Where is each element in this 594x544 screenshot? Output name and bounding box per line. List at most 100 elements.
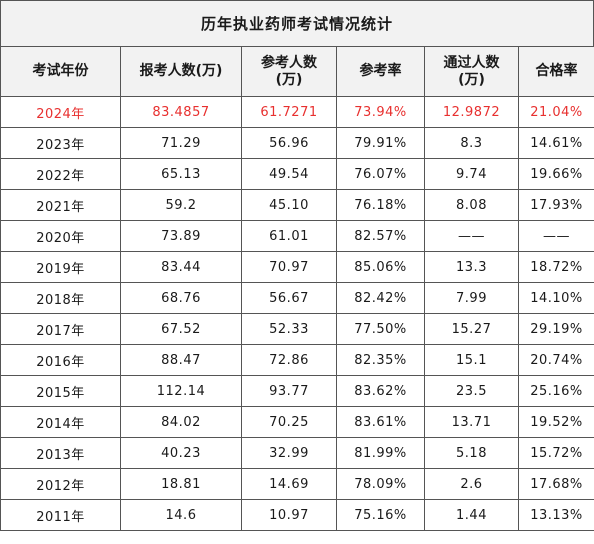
cell-pass-rate: 18.72% [518, 251, 594, 283]
cell-participation-rate: 79.91% [336, 127, 425, 159]
cell-participants: 45.10 [241, 189, 337, 221]
cell-year: 2024年 [0, 96, 121, 128]
table-title: 历年执业药师考试情况统计 [0, 0, 594, 46]
cell-participation-rate: 82.57% [336, 220, 425, 252]
table-row: 2024年 83.4857 61.7271 73.94% 12.9872 21.04% [0, 96, 594, 128]
table-row: 2011年 14.6 10.97 75.16% 1.44 13.13% [0, 499, 594, 531]
cell-passed: 1.44 [424, 499, 519, 531]
header-applicants: 报考人数(万) [120, 46, 242, 97]
cell-pass-rate: 14.61% [518, 127, 594, 159]
header-participation-rate: 参考率 [336, 46, 425, 97]
cell-participation-rate: 77.50% [336, 313, 425, 345]
cell-pass-rate: 19.52% [518, 406, 594, 438]
cell-passed: 8.3 [424, 127, 519, 159]
cell-pass-rate: 21.04% [518, 96, 594, 128]
cell-pass-rate: 29.19% [518, 313, 594, 345]
cell-participation-rate: 83.62% [336, 375, 425, 407]
cell-participants: 52.33 [241, 313, 337, 345]
cell-year: 2020年 [0, 220, 121, 252]
cell-applicants: 112.14 [120, 375, 242, 407]
cell-passed: 2.6 [424, 468, 519, 500]
header-exam-year: 考试年份 [0, 46, 121, 97]
cell-participation-rate: 85.06% [336, 251, 425, 283]
cell-applicants: 18.81 [120, 468, 242, 500]
table-row: 2021年 59.2 45.10 76.18% 8.08 17.93% [0, 189, 594, 221]
cell-participants: 10.97 [241, 499, 337, 531]
cell-pass-rate: 17.93% [518, 189, 594, 221]
cell-participants: 56.96 [241, 127, 337, 159]
table-row: 2013年 40.23 32.99 81.99% 5.18 15.72% [0, 437, 594, 469]
table-row: 2014年 84.02 70.25 83.61% 13.71 19.52% [0, 406, 594, 438]
table-row: 2017年 67.52 52.33 77.50% 15.27 29.19% [0, 313, 594, 345]
cell-participants: 32.99 [241, 437, 337, 469]
cell-applicants: 83.44 [120, 251, 242, 283]
data-table: 考试年份 报考人数(万) 参考人数 (万) 参考率 通过人数 (万) 合格率 202… [0, 46, 594, 531]
cell-participation-rate: 82.42% [336, 282, 425, 314]
cell-pass-rate: —— [518, 220, 594, 252]
cell-applicants: 68.76 [120, 282, 242, 314]
cell-pass-rate: 17.68% [518, 468, 594, 500]
cell-year: 2022年 [0, 158, 121, 190]
cell-participants: 70.97 [241, 251, 337, 283]
cell-year: 2019年 [0, 251, 121, 283]
cell-participation-rate: 81.99% [336, 437, 425, 469]
cell-participants: 72.86 [241, 344, 337, 376]
cell-year: 2018年 [0, 282, 121, 314]
cell-participation-rate: 82.35% [336, 344, 425, 376]
cell-applicants: 40.23 [120, 437, 242, 469]
table-row: 2018年 68.76 56.67 82.42% 7.99 14.10% [0, 282, 594, 314]
cell-year: 2017年 [0, 313, 121, 345]
cell-pass-rate: 20.74% [518, 344, 594, 376]
cell-pass-rate: 13.13% [518, 499, 594, 531]
cell-participation-rate: 78.09% [336, 468, 425, 500]
cell-applicants: 88.47 [120, 344, 242, 376]
table-row: 2016年 88.47 72.86 82.35% 15.1 20.74% [0, 344, 594, 376]
cell-pass-rate: 14.10% [518, 282, 594, 314]
table-body: 2024年 83.4857 61.7271 73.94% 12.9872 21.04% 20… [0, 96, 594, 531]
cell-participants: 61.01 [241, 220, 337, 252]
header-row: 考试年份 报考人数(万) 参考人数 (万) 参考率 通过人数 (万) 合格率 [0, 46, 594, 97]
cell-applicants: 59.2 [120, 189, 242, 221]
cell-participants: 70.25 [241, 406, 337, 438]
header-passed: 通过人数 (万) [424, 46, 519, 97]
table-row: 2015年 112.14 93.77 83.62% 23.5 25.16% [0, 375, 594, 407]
cell-applicants: 71.29 [120, 127, 242, 159]
cell-participants: 61.7271 [241, 96, 337, 128]
cell-applicants: 73.89 [120, 220, 242, 252]
cell-applicants: 65.13 [120, 158, 242, 190]
cell-passed: 7.99 [424, 282, 519, 314]
cell-passed: 15.1 [424, 344, 519, 376]
cell-pass-rate: 15.72% [518, 437, 594, 469]
cell-applicants: 67.52 [120, 313, 242, 345]
cell-participation-rate: 83.61% [336, 406, 425, 438]
table-row: 2019年 83.44 70.97 85.06% 13.3 18.72% [0, 251, 594, 283]
cell-passed: 9.74 [424, 158, 519, 190]
table-row: 2022年 65.13 49.54 76.07% 9.74 19.66% [0, 158, 594, 190]
cell-year: 2021年 [0, 189, 121, 221]
cell-passed: 15.27 [424, 313, 519, 345]
cell-year: 2016年 [0, 344, 121, 376]
cell-passed: 8.08 [424, 189, 519, 221]
cell-participants: 14.69 [241, 468, 337, 500]
cell-applicants: 84.02 [120, 406, 242, 438]
cell-passed: 5.18 [424, 437, 519, 469]
cell-applicants: 83.4857 [120, 96, 242, 128]
header-participants: 参考人数 (万) [241, 46, 337, 97]
cell-participants: 49.54 [241, 158, 337, 190]
cell-participation-rate: 73.94% [336, 96, 425, 128]
cell-passed: —— [424, 220, 519, 252]
table-row: 2023年 71.29 56.96 79.91% 8.3 14.61% [0, 127, 594, 159]
cell-participation-rate: 75.16% [336, 499, 425, 531]
cell-participation-rate: 76.07% [336, 158, 425, 190]
cell-passed: 13.3 [424, 251, 519, 283]
cell-year: 2014年 [0, 406, 121, 438]
cell-year: 2013年 [0, 437, 121, 469]
cell-year: 2015年 [0, 375, 121, 407]
cell-pass-rate: 19.66% [518, 158, 594, 190]
cell-pass-rate: 25.16% [518, 375, 594, 407]
cell-participants: 93.77 [241, 375, 337, 407]
header-pass-rate: 合格率 [518, 46, 594, 97]
cell-passed: 12.9872 [424, 96, 519, 128]
cell-passed: 13.71 [424, 406, 519, 438]
table-row: 2020年 73.89 61.01 82.57% —— —— [0, 220, 594, 252]
